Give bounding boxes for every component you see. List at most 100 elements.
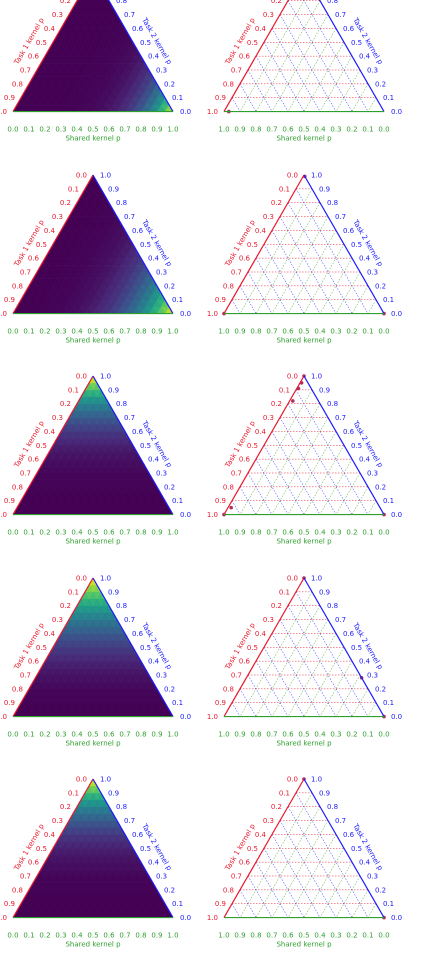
grid-line-shared	[351, 285, 369, 314]
bottom-axis-title: Shared kernel p	[276, 337, 332, 345]
grid-line-shared	[351, 688, 369, 717]
bottom-tick-label: 0.2	[346, 126, 357, 134]
bottom-tick-label: 0.8	[135, 731, 146, 739]
bottom-tick-label: 0.9	[151, 731, 162, 739]
bottom-tick-label: 1.0	[167, 328, 178, 336]
heatmap-cells	[12, 778, 174, 918]
grid-line-task2	[295, 389, 369, 515]
left-tick-label: 0.7	[231, 469, 242, 477]
bottom-tick-label: 0.0	[378, 328, 389, 336]
ternary-grid	[231, 792, 377, 918]
bottom-tick-label: 0.6	[282, 328, 294, 336]
right-tick-label: 0.0	[180, 713, 191, 721]
left-tick-label: 0.9	[4, 94, 15, 102]
grid-line-shared	[239, 0, 305, 112]
left-tick-label: 0.5	[36, 644, 47, 652]
right-tick-label: 0.1	[172, 497, 183, 505]
right-tick-label: 0.5	[351, 241, 362, 249]
left-tick-label: 0.0	[287, 776, 298, 784]
right-tick-label: 0.1	[383, 94, 394, 102]
grid-line-shared	[255, 403, 321, 515]
bottom-tick-label: 0.0	[7, 731, 18, 739]
grid-line-shared	[271, 216, 329, 314]
grid-line-shared	[255, 0, 321, 112]
left-tick-label: 0.2	[60, 602, 71, 610]
grid-line-shared	[367, 97, 377, 112]
grid-line-shared	[335, 271, 361, 314]
bottom-tick-label: 0.7	[266, 731, 277, 739]
right-tick-label: 0.4	[359, 53, 371, 61]
right-axis-line	[303, 174, 385, 314]
ternary-grid	[231, 188, 377, 314]
left-tick-label: 0.4	[44, 831, 56, 839]
left-tick-label: 0.3	[263, 213, 274, 221]
bottom-tick-label: 0.0	[7, 529, 18, 537]
right-tick-label: 0.6	[132, 227, 144, 235]
bottom-tick-label: 0.7	[266, 529, 277, 537]
left-tick-label: 0.1	[68, 588, 79, 596]
bottom-axis-title: Shared kernel p	[65, 135, 121, 143]
left-tick-label: 1.0	[0, 914, 7, 922]
right-tick-label: 0.7	[124, 414, 135, 422]
bottom-tick-label: 0.8	[250, 328, 261, 336]
bottom-tick-label: 0.7	[119, 932, 130, 940]
grid-line-shared	[271, 820, 329, 918]
grid-line-shared	[351, 83, 369, 112]
bottom-tick-label: 0.6	[103, 529, 115, 537]
bottom-tick-label: 0.7	[119, 731, 130, 739]
bottom-tick-label: 0.8	[250, 126, 261, 134]
left-tick-label: 0.8	[12, 886, 23, 894]
grid-line-task2	[247, 674, 273, 717]
bottom-tick-label: 0.3	[330, 529, 341, 537]
left-axis-line	[223, 174, 305, 314]
left-tick-label: 0.2	[271, 400, 282, 408]
bottom-tick-label: 0.5	[87, 328, 98, 336]
bottom-tick-label: 1.0	[218, 932, 229, 940]
bottom-tick-label: 0.1	[362, 126, 373, 134]
right-tick-label: 0.2	[375, 483, 386, 491]
grid-line-shared	[367, 903, 377, 918]
left-tick-label: 0.1	[68, 185, 79, 193]
right-tick-label: 0.5	[140, 442, 151, 450]
grid-line-shared	[351, 889, 369, 918]
grid-line-shared	[271, 417, 329, 515]
right-tick-label: 0.6	[343, 428, 355, 436]
left-tick-label: 0.0	[287, 172, 298, 180]
bottom-tick-label: 1.0	[218, 328, 229, 336]
bottom-tick-label: 0.0	[378, 529, 389, 537]
right-tick-label: 0.5	[140, 241, 151, 249]
bottom-tick-label: 0.0	[378, 731, 389, 739]
right-tick-label: 0.2	[375, 886, 386, 894]
right-tick-label: 0.7	[124, 213, 135, 221]
bottom-tick-label: 0.3	[55, 126, 66, 134]
right-tick-label: 0.5	[351, 845, 362, 853]
left-tick-label: 0.6	[239, 859, 251, 867]
left-tick-label: 0.7	[20, 66, 31, 74]
left-tick-label: 0.9	[215, 296, 226, 304]
heatmap-cell	[92, 0, 102, 1]
bottom-tick-label: 0.9	[234, 126, 245, 134]
grid-line-shared	[335, 674, 361, 717]
grid-line-shared	[303, 244, 345, 314]
bottom-tick-label: 0.6	[103, 932, 115, 940]
right-tick-label: 0.4	[148, 658, 160, 666]
right-tick-label: 0.3	[367, 872, 378, 880]
grid-line-task2	[263, 445, 305, 515]
left-tick-label: 0.1	[279, 588, 290, 596]
right-tick-label: 1.0	[100, 776, 111, 784]
bottom-tick-label: 0.8	[250, 731, 261, 739]
grid-line-task2	[239, 285, 257, 314]
right-tick-label: 0.4	[359, 456, 371, 464]
heatmap-cell	[84, 0, 94, 1]
right-tick-label: 0.4	[359, 859, 371, 867]
right-axis-line	[92, 577, 174, 717]
right-tick-label: 0.2	[164, 886, 175, 894]
left-tick-label: 0.6	[28, 658, 40, 666]
bottom-tick-label: 0.3	[330, 731, 341, 739]
left-tick-label: 0.4	[44, 25, 56, 33]
right-tick-label: 0.1	[383, 900, 394, 908]
bottom-tick-label: 0.2	[346, 731, 357, 739]
right-tick-label: 0.8	[116, 803, 127, 811]
left-tick-label: 0.9	[4, 900, 15, 908]
left-axis-line	[12, 375, 94, 515]
